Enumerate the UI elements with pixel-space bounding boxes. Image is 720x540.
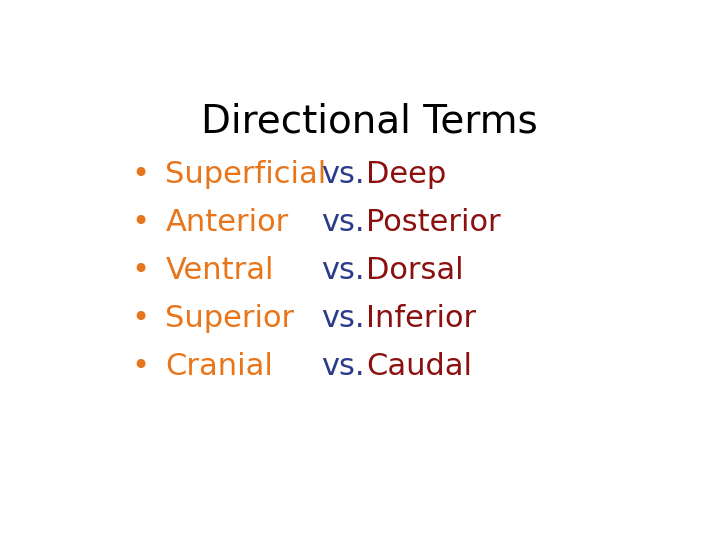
Text: Superior: Superior [166,304,294,333]
Text: Posterior: Posterior [366,208,501,237]
Text: vs.: vs. [322,256,365,285]
Text: vs.: vs. [322,304,365,333]
Text: •: • [131,160,149,190]
Text: Cranial: Cranial [166,352,273,381]
Text: Dorsal: Dorsal [366,256,464,285]
Text: Superficial: Superficial [166,160,327,190]
Text: Inferior: Inferior [366,304,477,333]
Text: •: • [131,256,149,285]
Text: Ventral: Ventral [166,256,274,285]
Text: vs.: vs. [322,208,365,237]
Text: Deep: Deep [366,160,446,190]
Text: Anterior: Anterior [166,208,289,237]
Text: •: • [131,208,149,237]
Text: •: • [131,352,149,381]
Text: vs.: vs. [322,352,365,381]
Text: Directional Terms: Directional Terms [201,102,537,140]
Text: vs.: vs. [322,160,365,190]
Text: Caudal: Caudal [366,352,472,381]
Text: •: • [131,304,149,333]
